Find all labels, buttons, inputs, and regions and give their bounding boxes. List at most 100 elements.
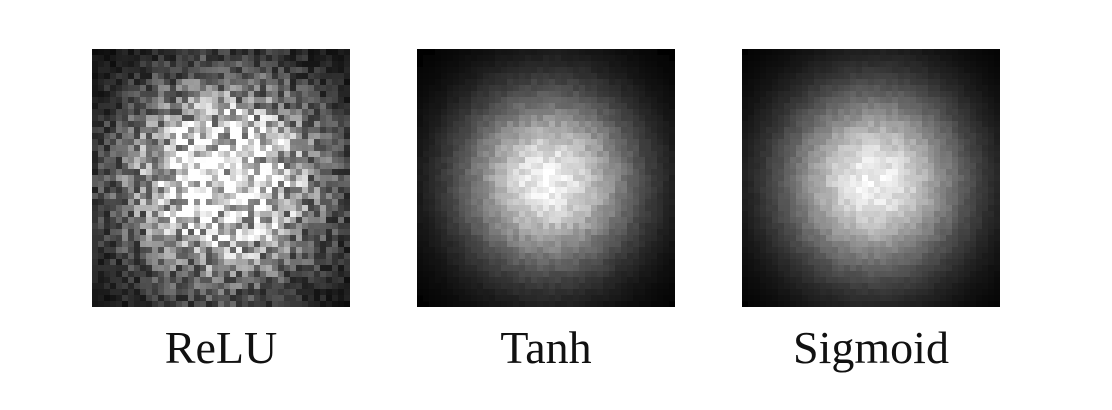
heatmap-cell (423, 139, 430, 146)
heatmap-cell (465, 199, 472, 206)
heatmap-cell (146, 229, 153, 236)
heatmap-cell (549, 223, 556, 230)
heatmap-cell (104, 61, 111, 68)
heatmap-cell (615, 151, 622, 158)
heatmap-cell (748, 175, 755, 182)
heatmap-cell (621, 289, 628, 296)
heatmap-cell (116, 61, 123, 68)
heatmap-cell (284, 109, 291, 116)
heatmap-cell (573, 295, 580, 302)
heatmap-cell (447, 49, 454, 56)
heatmap-cell (579, 193, 586, 200)
heatmap-cell (916, 67, 923, 74)
heatmap-cell (326, 169, 333, 176)
heatmap-cell (603, 127, 610, 134)
heatmap-cell (140, 199, 147, 206)
heatmap-cell (110, 271, 117, 278)
heatmap-cell (621, 55, 628, 62)
heatmap-cell (212, 181, 219, 188)
heatmap-cell (633, 115, 640, 122)
heatmap-cell (657, 109, 664, 116)
heatmap-cell (116, 49, 123, 56)
heatmap-cell (441, 247, 448, 254)
heatmap-cell (910, 193, 917, 200)
heatmap-cell (910, 55, 917, 62)
heatmap-cell (242, 157, 249, 164)
heatmap-cell (182, 67, 189, 74)
heatmap-cell (284, 133, 291, 140)
heatmap-cell (507, 115, 514, 122)
heatmap-cell (826, 169, 833, 176)
heatmap-cell (507, 97, 514, 104)
heatmap-cell (459, 241, 466, 248)
heatmap-cell (832, 145, 839, 152)
heatmap-cell (92, 193, 99, 200)
heatmap-cell (314, 115, 321, 122)
heatmap-cell (453, 91, 460, 98)
heatmap-cell (320, 247, 327, 254)
heatmap-cell (796, 229, 803, 236)
heatmap-cell (952, 169, 959, 176)
heatmap-cell (838, 97, 845, 104)
heatmap-cell (465, 49, 472, 56)
heatmap-cell (465, 163, 472, 170)
heatmap-cell (128, 91, 135, 98)
heatmap-cell (609, 241, 616, 248)
heatmap-cell (892, 199, 899, 206)
heatmap-cell (621, 181, 628, 188)
heatmap-cell (122, 127, 129, 134)
heatmap-cell (423, 97, 430, 104)
heatmap-cell (802, 109, 809, 116)
heatmap-cell (742, 79, 749, 86)
heatmap-cell (543, 265, 550, 272)
heatmap-cell (796, 127, 803, 134)
heatmap-cell (152, 55, 159, 62)
heatmap-cell (880, 133, 887, 140)
heatmap-cell (194, 187, 201, 194)
heatmap-cell (435, 157, 442, 164)
heatmap-cell (326, 121, 333, 128)
heatmap-cell (423, 295, 430, 302)
heatmap-cell (880, 109, 887, 116)
heatmap-cell (976, 115, 983, 122)
heatmap-cell (332, 295, 339, 302)
heatmap-cell (254, 127, 261, 134)
heatmap-cell (657, 139, 664, 146)
heatmap-cell (98, 139, 105, 146)
heatmap-cell (194, 151, 201, 158)
heatmap-cell (344, 139, 350, 146)
heatmap-cell (272, 205, 279, 212)
heatmap-cell (128, 175, 135, 182)
heatmap-cell (242, 283, 249, 290)
heatmap-cell (188, 91, 195, 98)
heatmap-cell (344, 103, 350, 110)
heatmap-cell (98, 301, 105, 307)
heatmap-cell (453, 61, 460, 68)
heatmap-cell (850, 55, 857, 62)
heatmap-cell (796, 97, 803, 104)
heatmap-cell (272, 55, 279, 62)
heatmap-cell (218, 79, 225, 86)
heatmap-cell (176, 85, 183, 92)
heatmap-cell (555, 55, 562, 62)
heatmap-cell (934, 61, 941, 68)
heatmap-cell (573, 61, 580, 68)
heatmap-cell (621, 199, 628, 206)
heatmap-cell (519, 265, 526, 272)
heatmap-cell (802, 181, 809, 188)
heatmap-cell (278, 199, 285, 206)
heatmap-cell (627, 217, 634, 224)
heatmap-cell (284, 199, 291, 206)
heatmap-cell (489, 49, 496, 56)
heatmap-cell (814, 163, 821, 170)
heatmap-cell (940, 175, 947, 182)
heatmap-cell (579, 289, 586, 296)
heatmap-cell (308, 121, 315, 128)
heatmap-cell (435, 55, 442, 62)
heatmap-cell (748, 145, 755, 152)
heatmap-cell (296, 103, 303, 110)
heatmap-cell (567, 139, 574, 146)
heatmap-cell (284, 79, 291, 86)
heatmap-cell (874, 205, 881, 212)
heatmap-cell (429, 241, 436, 248)
